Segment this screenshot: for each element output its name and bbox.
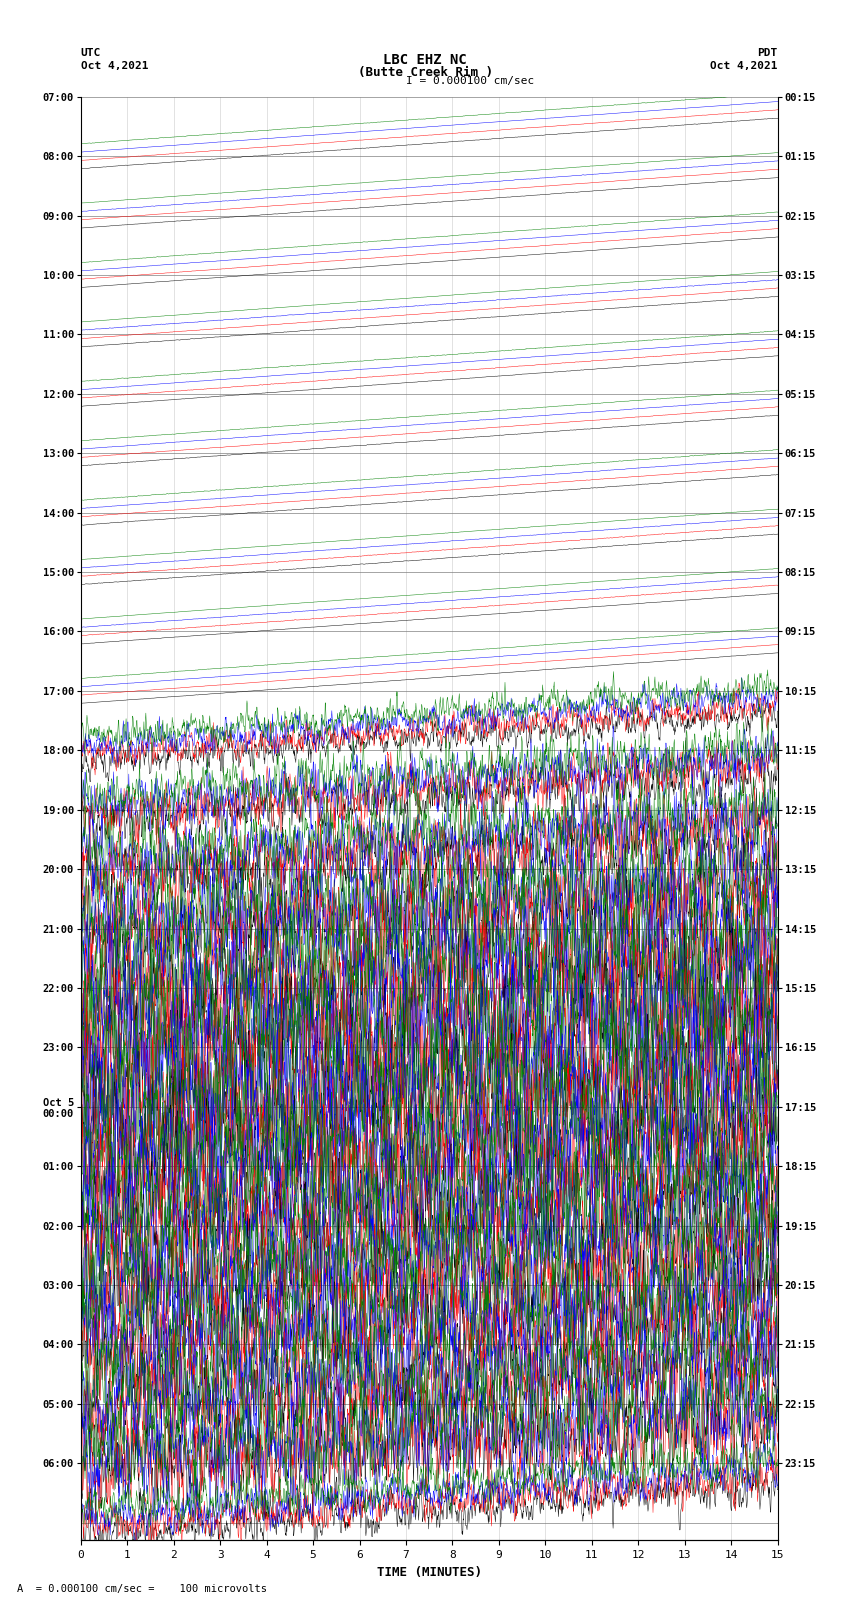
Text: UTC: UTC [81,48,101,58]
Text: LBC EHZ NC: LBC EHZ NC [383,53,467,68]
Text: Oct 4,2021: Oct 4,2021 [711,61,778,71]
Text: I = 0.000100 cm/sec: I = 0.000100 cm/sec [406,76,535,85]
X-axis label: TIME (MINUTES): TIME (MINUTES) [377,1566,482,1579]
Text: PDT: PDT [757,48,778,58]
Text: (Butte Creek Rim ): (Butte Creek Rim ) [358,66,492,79]
Text: Oct 4,2021: Oct 4,2021 [81,61,148,71]
Text: A  = 0.000100 cm/sec =    100 microvolts: A = 0.000100 cm/sec = 100 microvolts [17,1584,267,1594]
